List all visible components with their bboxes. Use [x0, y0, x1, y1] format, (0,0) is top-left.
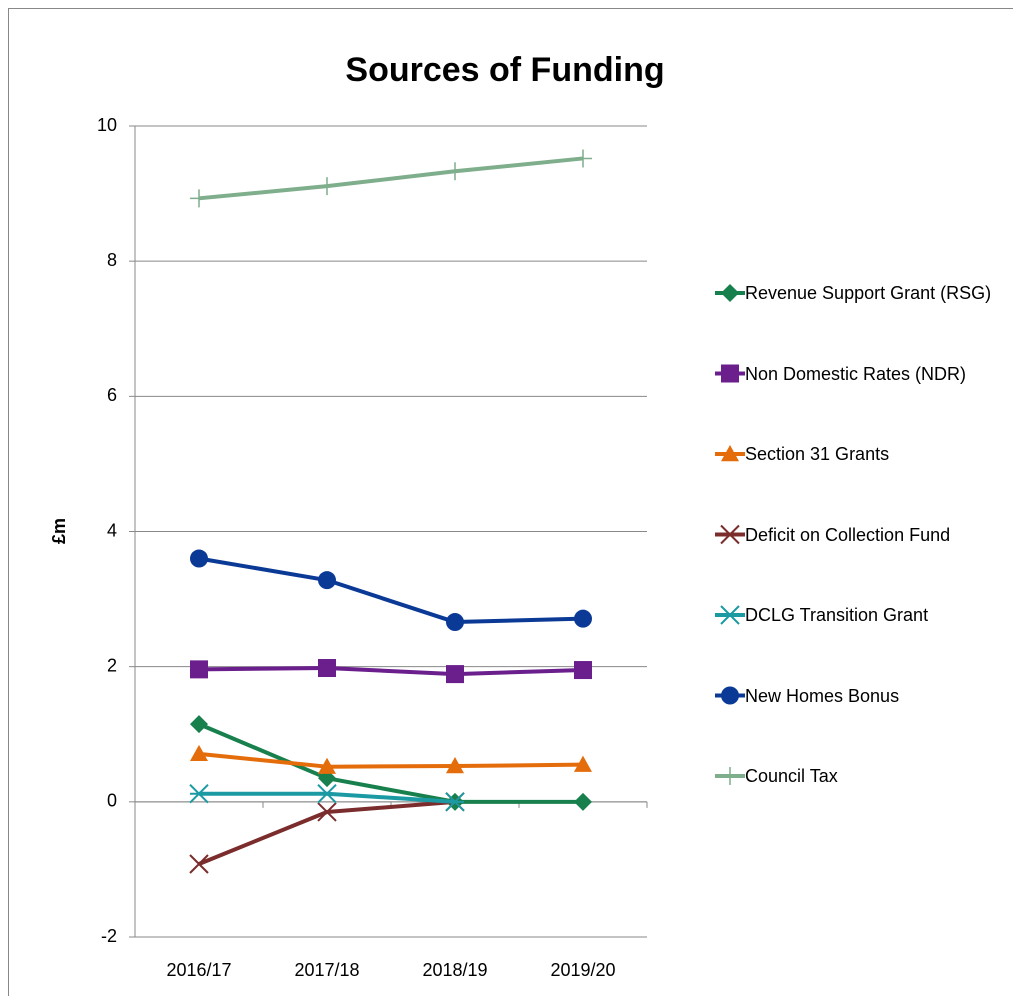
marker [574, 609, 592, 628]
y-tick-label: 2 [107, 655, 117, 675]
marker [721, 284, 739, 302]
y-tick-label: 10 [97, 115, 117, 135]
legend-label: Non Domestic Rates (NDR) [745, 363, 967, 384]
marker [318, 659, 336, 678]
marker [189, 784, 209, 804]
marker [190, 744, 208, 762]
x-tick-label: 2019/20 [550, 960, 615, 980]
series-line [198, 556, 584, 625]
marker [190, 189, 208, 208]
marker [720, 605, 740, 625]
marker [574, 661, 592, 680]
marker [446, 757, 464, 774]
marker [445, 792, 465, 812]
marker [574, 149, 592, 168]
y-axis-label: £m [49, 518, 69, 544]
y-tick-label: 8 [107, 250, 117, 270]
marker [190, 715, 208, 734]
marker [721, 686, 739, 705]
marker [189, 854, 209, 874]
marker [446, 613, 464, 632]
y-tick-label: -2 [101, 926, 117, 946]
legend-label: Section 31 Grants [745, 444, 890, 464]
marker [574, 755, 592, 772]
x-tick-label: 2018/19 [422, 960, 487, 980]
legend-label: Council Tax [745, 766, 838, 786]
marker [317, 802, 337, 822]
y-tick-label: 0 [107, 791, 117, 811]
marker [446, 162, 464, 181]
marker [720, 524, 740, 545]
y-tick-label: 4 [107, 520, 117, 540]
marker [574, 792, 592, 811]
chart-title: Sources of Funding [345, 51, 664, 89]
series-line [198, 722, 583, 804]
x-tick-label: 2016/17 [166, 960, 231, 980]
series-line [198, 751, 584, 769]
marker [190, 660, 208, 679]
series-line [198, 156, 584, 201]
legend-label: Revenue Support Grant (RSG) [745, 283, 992, 303]
x-tick-label: 2017/18 [294, 960, 359, 980]
chart-border [8, 8, 1013, 996]
series-line [198, 666, 584, 677]
marker [721, 445, 739, 462]
marker [317, 784, 337, 804]
marker [721, 767, 739, 785]
marker [446, 665, 464, 684]
marker [318, 757, 336, 774]
marker [318, 177, 336, 196]
legend-label: Deficit on Collection Fund [745, 524, 951, 545]
marker [318, 571, 336, 590]
legend-label: DCLG Transition Grant [745, 605, 929, 625]
marker [190, 549, 208, 568]
legend-label: New Homes Bonus [745, 685, 900, 706]
y-tick-label: 6 [107, 385, 117, 405]
marker [721, 364, 739, 383]
